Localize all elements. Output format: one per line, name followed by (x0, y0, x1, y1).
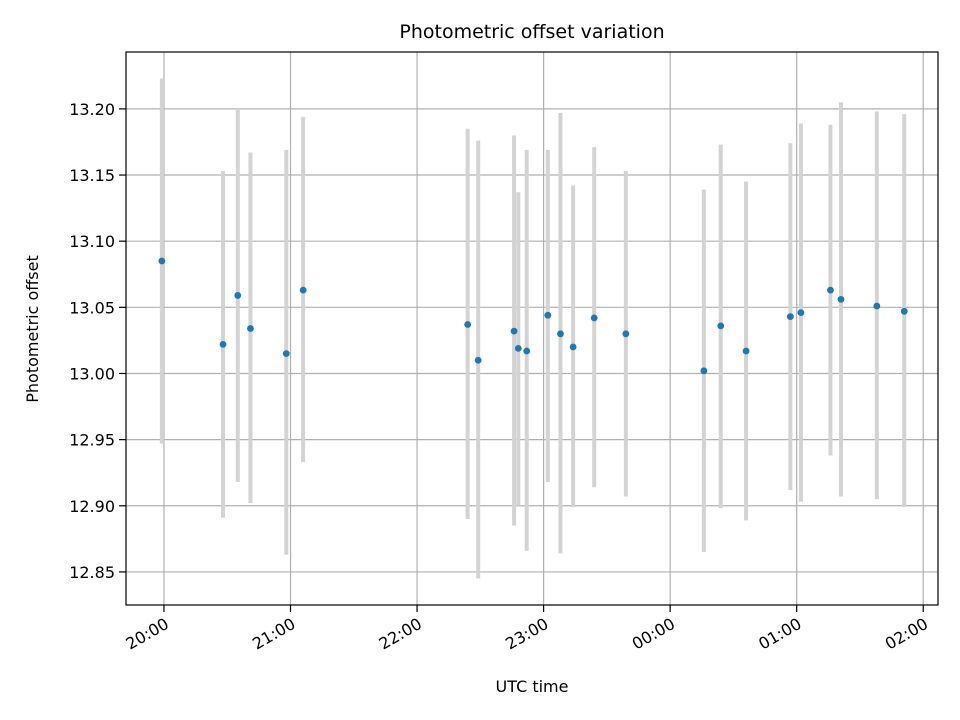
data-point (873, 302, 881, 310)
data-point (158, 257, 166, 265)
data-point (827, 286, 834, 294)
data-point (622, 330, 630, 338)
x-tick-label: 00:00 (629, 614, 678, 654)
y-tick-label: 13.05 (69, 298, 115, 317)
data-point (544, 311, 552, 319)
grid-lines (126, 52, 938, 605)
data-point (742, 347, 750, 355)
data-point (464, 321, 472, 328)
chart-title: Photometric offset variation (399, 21, 664, 43)
y-axis-label: Photometric offset (23, 255, 42, 403)
y-tick-label: 12.90 (69, 497, 115, 516)
data-point (557, 330, 564, 338)
data-point (837, 295, 845, 303)
data-point (797, 309, 805, 317)
data-point (510, 327, 518, 335)
data-point (900, 307, 908, 315)
data-point (569, 343, 577, 351)
y-tick-label: 12.95 (69, 431, 115, 450)
x-tick-label: 01:00 (755, 614, 804, 654)
data-point (234, 292, 242, 299)
data-point (786, 313, 794, 320)
data-point (299, 286, 307, 294)
x-tick-label: 20:00 (123, 614, 172, 654)
y-tick-label: 13.00 (69, 364, 115, 383)
data-point (700, 367, 708, 375)
x-tick-label: 23:00 (502, 614, 551, 654)
x-tick-label: 22:00 (376, 614, 425, 654)
data-point (514, 344, 522, 352)
y-tick-label: 12.85 (69, 563, 115, 582)
data-point (590, 314, 598, 322)
y-axis-ticks: 12.85 12.90 12.95 13.00 13.05 13.10 13.15 13.20 (69, 100, 126, 582)
data-point (282, 350, 290, 358)
data-point (474, 356, 482, 364)
error-bars (159, 78, 907, 579)
x-axis-label: UTC time (496, 677, 569, 696)
data-point (247, 325, 254, 332)
y-tick-label: 13.10 (69, 232, 115, 251)
plot-area-frame (125, 51, 939, 606)
x-axis-ticks: 20:00 21:00 22:00 23:00 00:00 01:00 02:00 (123, 605, 931, 654)
x-tick-label: 21:00 (249, 614, 298, 654)
x-tick-label: 02:00 (882, 614, 931, 654)
data-points (158, 257, 908, 375)
data-point (717, 322, 725, 330)
y-tick-label: 13.15 (69, 166, 115, 185)
data-point (219, 340, 227, 348)
y-tick-label: 13.20 (69, 100, 115, 119)
data-point (523, 347, 531, 355)
